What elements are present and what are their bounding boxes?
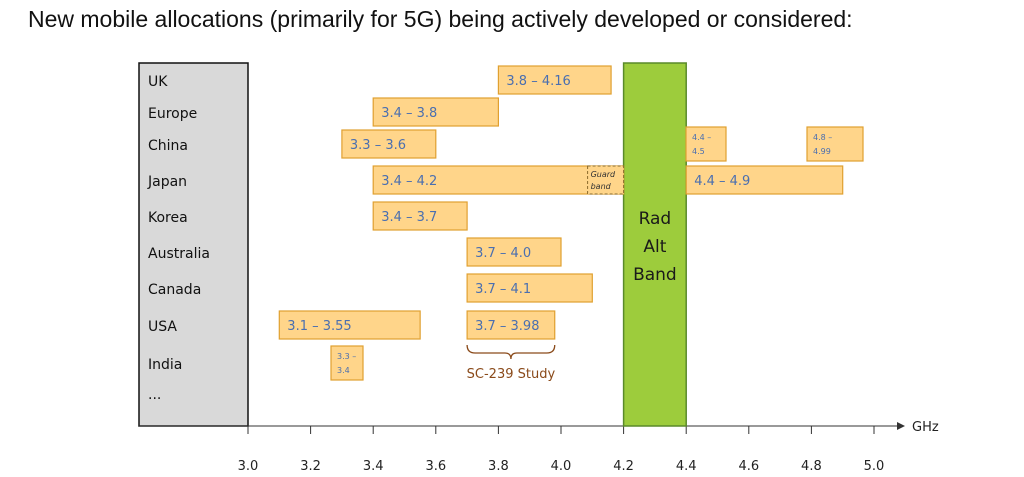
country-label-usa: USA bbox=[148, 319, 177, 335]
country-label-canada: Canada bbox=[148, 282, 201, 298]
allocation-bar-rect bbox=[497, 65, 612, 95]
x-tick-label: 3.6 bbox=[425, 459, 446, 474]
rad-alt-band-label: Band bbox=[633, 265, 677, 285]
allocation-bar-japan: 4.4 – 4.9 bbox=[685, 165, 844, 195]
x-tick-label: 5.0 bbox=[864, 459, 885, 474]
allocation-bar-australia: 3.7 – 4.0 bbox=[466, 237, 562, 267]
allocation-bar-label: 3.4 bbox=[337, 366, 350, 375]
country-label-india: India bbox=[148, 357, 182, 373]
x-tick-label: 4.4 bbox=[676, 459, 697, 474]
country-label-korea: Korea bbox=[148, 210, 188, 226]
allocation-bar-rect bbox=[466, 310, 556, 340]
allocation-bar-europe: 3.4 – 3.8 bbox=[372, 97, 500, 127]
allocation-bar-rect bbox=[466, 273, 593, 303]
allocation-bar-label: 3.7 – 3.98 bbox=[475, 319, 539, 334]
chart-title: New mobile allocations (primarily for 5G… bbox=[28, 6, 853, 32]
rad-alt-band-layer: Rad Alt Band bbox=[622, 62, 687, 427]
allocation-bar-uk: 3.8 – 4.16 bbox=[497, 65, 612, 95]
x-tick-label: 4.6 bbox=[738, 459, 759, 474]
allocation-bar-label: 3.4 – 3.8 bbox=[381, 106, 437, 121]
x-tick-label: 3.4 bbox=[363, 459, 384, 474]
x-axis-arrow bbox=[897, 422, 905, 430]
x-tick-label: 4.8 bbox=[801, 459, 822, 474]
allocation-bar-china: 4.8 – 4.99 bbox=[806, 126, 864, 162]
allocation-bar-label: 3.7 – 4.0 bbox=[475, 246, 531, 261]
allocation-bar-rect bbox=[278, 310, 421, 340]
allocation-bar-label: 4.99 bbox=[813, 147, 831, 156]
allocation-bar-label: 4.8 – bbox=[813, 133, 832, 142]
allocation-bar-china: 3.3 – 3.6 bbox=[341, 129, 437, 159]
guard-band-label: Guard bbox=[591, 170, 616, 179]
allocation-bar-rect bbox=[330, 345, 364, 381]
x-tick-label: 4.0 bbox=[551, 459, 572, 474]
allocation-bar-japan: 3.4 – 4.2 bbox=[372, 165, 625, 195]
allocation-bar-label: 3.4 – 3.7 bbox=[381, 210, 437, 225]
allocation-bar-canada: 3.7 – 4.1 bbox=[466, 273, 593, 303]
allocation-bar-label: 3.4 – 4.2 bbox=[381, 174, 437, 189]
study-brace bbox=[466, 344, 556, 360]
allocation-bar-label: 3.3 – 3.6 bbox=[350, 138, 406, 153]
rad-alt-band bbox=[622, 62, 687, 427]
country-label-more: ... bbox=[148, 387, 161, 403]
allocation-bar-label: 3.3 – bbox=[337, 352, 356, 361]
x-tick-label: 3.0 bbox=[238, 459, 259, 474]
allocation-bar-rect bbox=[372, 165, 625, 195]
allocation-bar-india: 3.3 – 3.4 bbox=[330, 345, 364, 381]
x-tick-label: 4.2 bbox=[613, 459, 634, 474]
allocation-bars: 3.8 – 4.16 3.4 – 3.8 3.3 – 3.6 4.4 – 4.5 4.8 … bbox=[278, 65, 864, 381]
allocation-bar-usa: 3.1 – 3.55 bbox=[278, 310, 421, 340]
guard-band bbox=[587, 165, 625, 195]
allocation-bar-rect bbox=[685, 126, 727, 162]
allocation-bar-korea: 3.4 – 3.7 bbox=[372, 201, 468, 231]
allocation-bar-china: 4.4 – 4.5 bbox=[685, 126, 727, 162]
country-label-japan: Japan bbox=[147, 174, 187, 190]
x-tick-label: 3.2 bbox=[300, 459, 321, 474]
allocation-bar-usa: 3.7 – 3.98 bbox=[466, 310, 556, 340]
allocation-bar-label: 3.7 – 4.1 bbox=[475, 282, 531, 297]
study-label: SC-239 Study bbox=[467, 367, 556, 382]
allocation-bar-rect bbox=[466, 237, 562, 267]
x-tick-label: 3.8 bbox=[488, 459, 509, 474]
allocation-bar-rect bbox=[341, 129, 437, 159]
country-panel bbox=[138, 62, 249, 427]
country-panel-layer: UK Europe China Japan Korea Australia Canada US… bbox=[138, 62, 249, 427]
allocation-bar-label: 4.4 – bbox=[692, 133, 711, 142]
country-label-europe: Europe bbox=[148, 106, 197, 122]
rad-alt-band-label: Rad bbox=[639, 209, 672, 229]
annotation-layer: SC-239 Study bbox=[466, 344, 556, 382]
country-label-australia: Australia bbox=[148, 246, 210, 262]
allocation-bar-rect bbox=[685, 165, 844, 195]
allocation-bar-label: 3.8 – 4.16 bbox=[506, 74, 570, 89]
rad-alt-band-label: Alt bbox=[643, 237, 666, 257]
allocation-bar-label: 3.1 – 3.55 bbox=[287, 319, 351, 334]
allocation-bar-label: 4.4 – 4.9 bbox=[694, 174, 750, 189]
allocation-bar-rect bbox=[372, 97, 500, 127]
country-label-china: China bbox=[148, 138, 188, 154]
allocation-bar-label: 4.5 bbox=[692, 147, 705, 156]
x-axis-unit: GHz bbox=[912, 420, 939, 435]
country-label-uk: UK bbox=[148, 74, 168, 90]
allocation-bar-rect bbox=[372, 201, 468, 231]
guard-band-label: band bbox=[591, 182, 612, 191]
x-axis: 3.0 3.2 3.4 3.6 3.8 4.0 4.2 4.4 4.6 4.8 5.0 GHz bbox=[139, 420, 939, 474]
allocation-bar-rect bbox=[806, 126, 864, 162]
